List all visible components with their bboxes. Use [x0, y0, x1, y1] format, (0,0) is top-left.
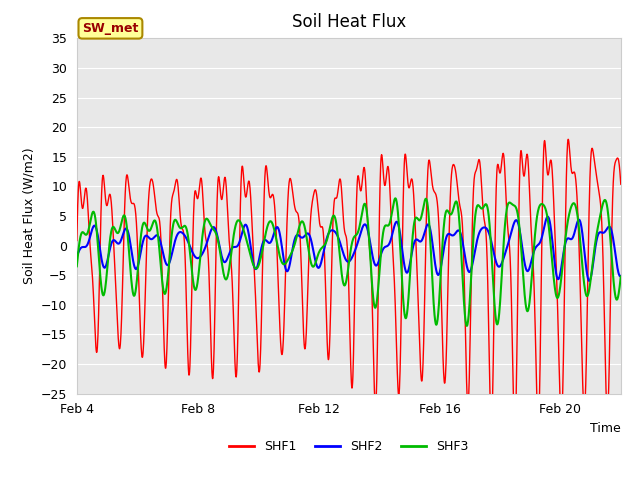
- SHF1: [564, 136, 572, 142]
- SHF3: [617, 274, 625, 279]
- SHF1: [276, 334, 284, 340]
- SHF2: [544, 214, 552, 220]
- SHF3: [392, 195, 399, 201]
- SHF3: [73, 264, 81, 269]
- SHF2: [298, 235, 305, 240]
- Text: Time: Time: [590, 422, 621, 435]
- SHF3: [104, 258, 112, 264]
- Line: SHF1: SHF1: [77, 139, 621, 430]
- SHF3: [276, 255, 284, 261]
- SHF2: [617, 273, 625, 279]
- SHF1: [511, 427, 519, 433]
- SHF2: [295, 233, 303, 239]
- SHF3: [298, 219, 305, 225]
- Title: Soil Heat Flux: Soil Heat Flux: [292, 13, 406, 31]
- Line: SHF2: SHF2: [77, 217, 621, 281]
- SHF1: [444, 275, 452, 280]
- SHF1: [298, 270, 305, 276]
- SHF2: [276, 234, 284, 240]
- SHF2: [586, 278, 593, 284]
- Line: SHF3: SHF3: [77, 198, 621, 326]
- SHF1: [189, 234, 196, 240]
- SHF2: [73, 253, 81, 259]
- SHF1: [617, 181, 625, 187]
- SHF3: [189, 277, 196, 283]
- SHF2: [444, 231, 452, 237]
- SHF1: [104, 199, 112, 205]
- SHF3: [295, 226, 303, 231]
- SHF2: [104, 255, 112, 261]
- SHF3: [445, 209, 452, 215]
- Legend: SHF1, SHF2, SHF3: SHF1, SHF2, SHF3: [224, 435, 474, 458]
- Text: SW_met: SW_met: [82, 22, 139, 35]
- SHF2: [189, 250, 196, 256]
- SHF3: [463, 323, 471, 329]
- Y-axis label: Soil Heat Flux (W/m2): Soil Heat Flux (W/m2): [22, 148, 35, 284]
- SHF1: [73, 238, 81, 243]
- SHF1: [295, 216, 303, 221]
